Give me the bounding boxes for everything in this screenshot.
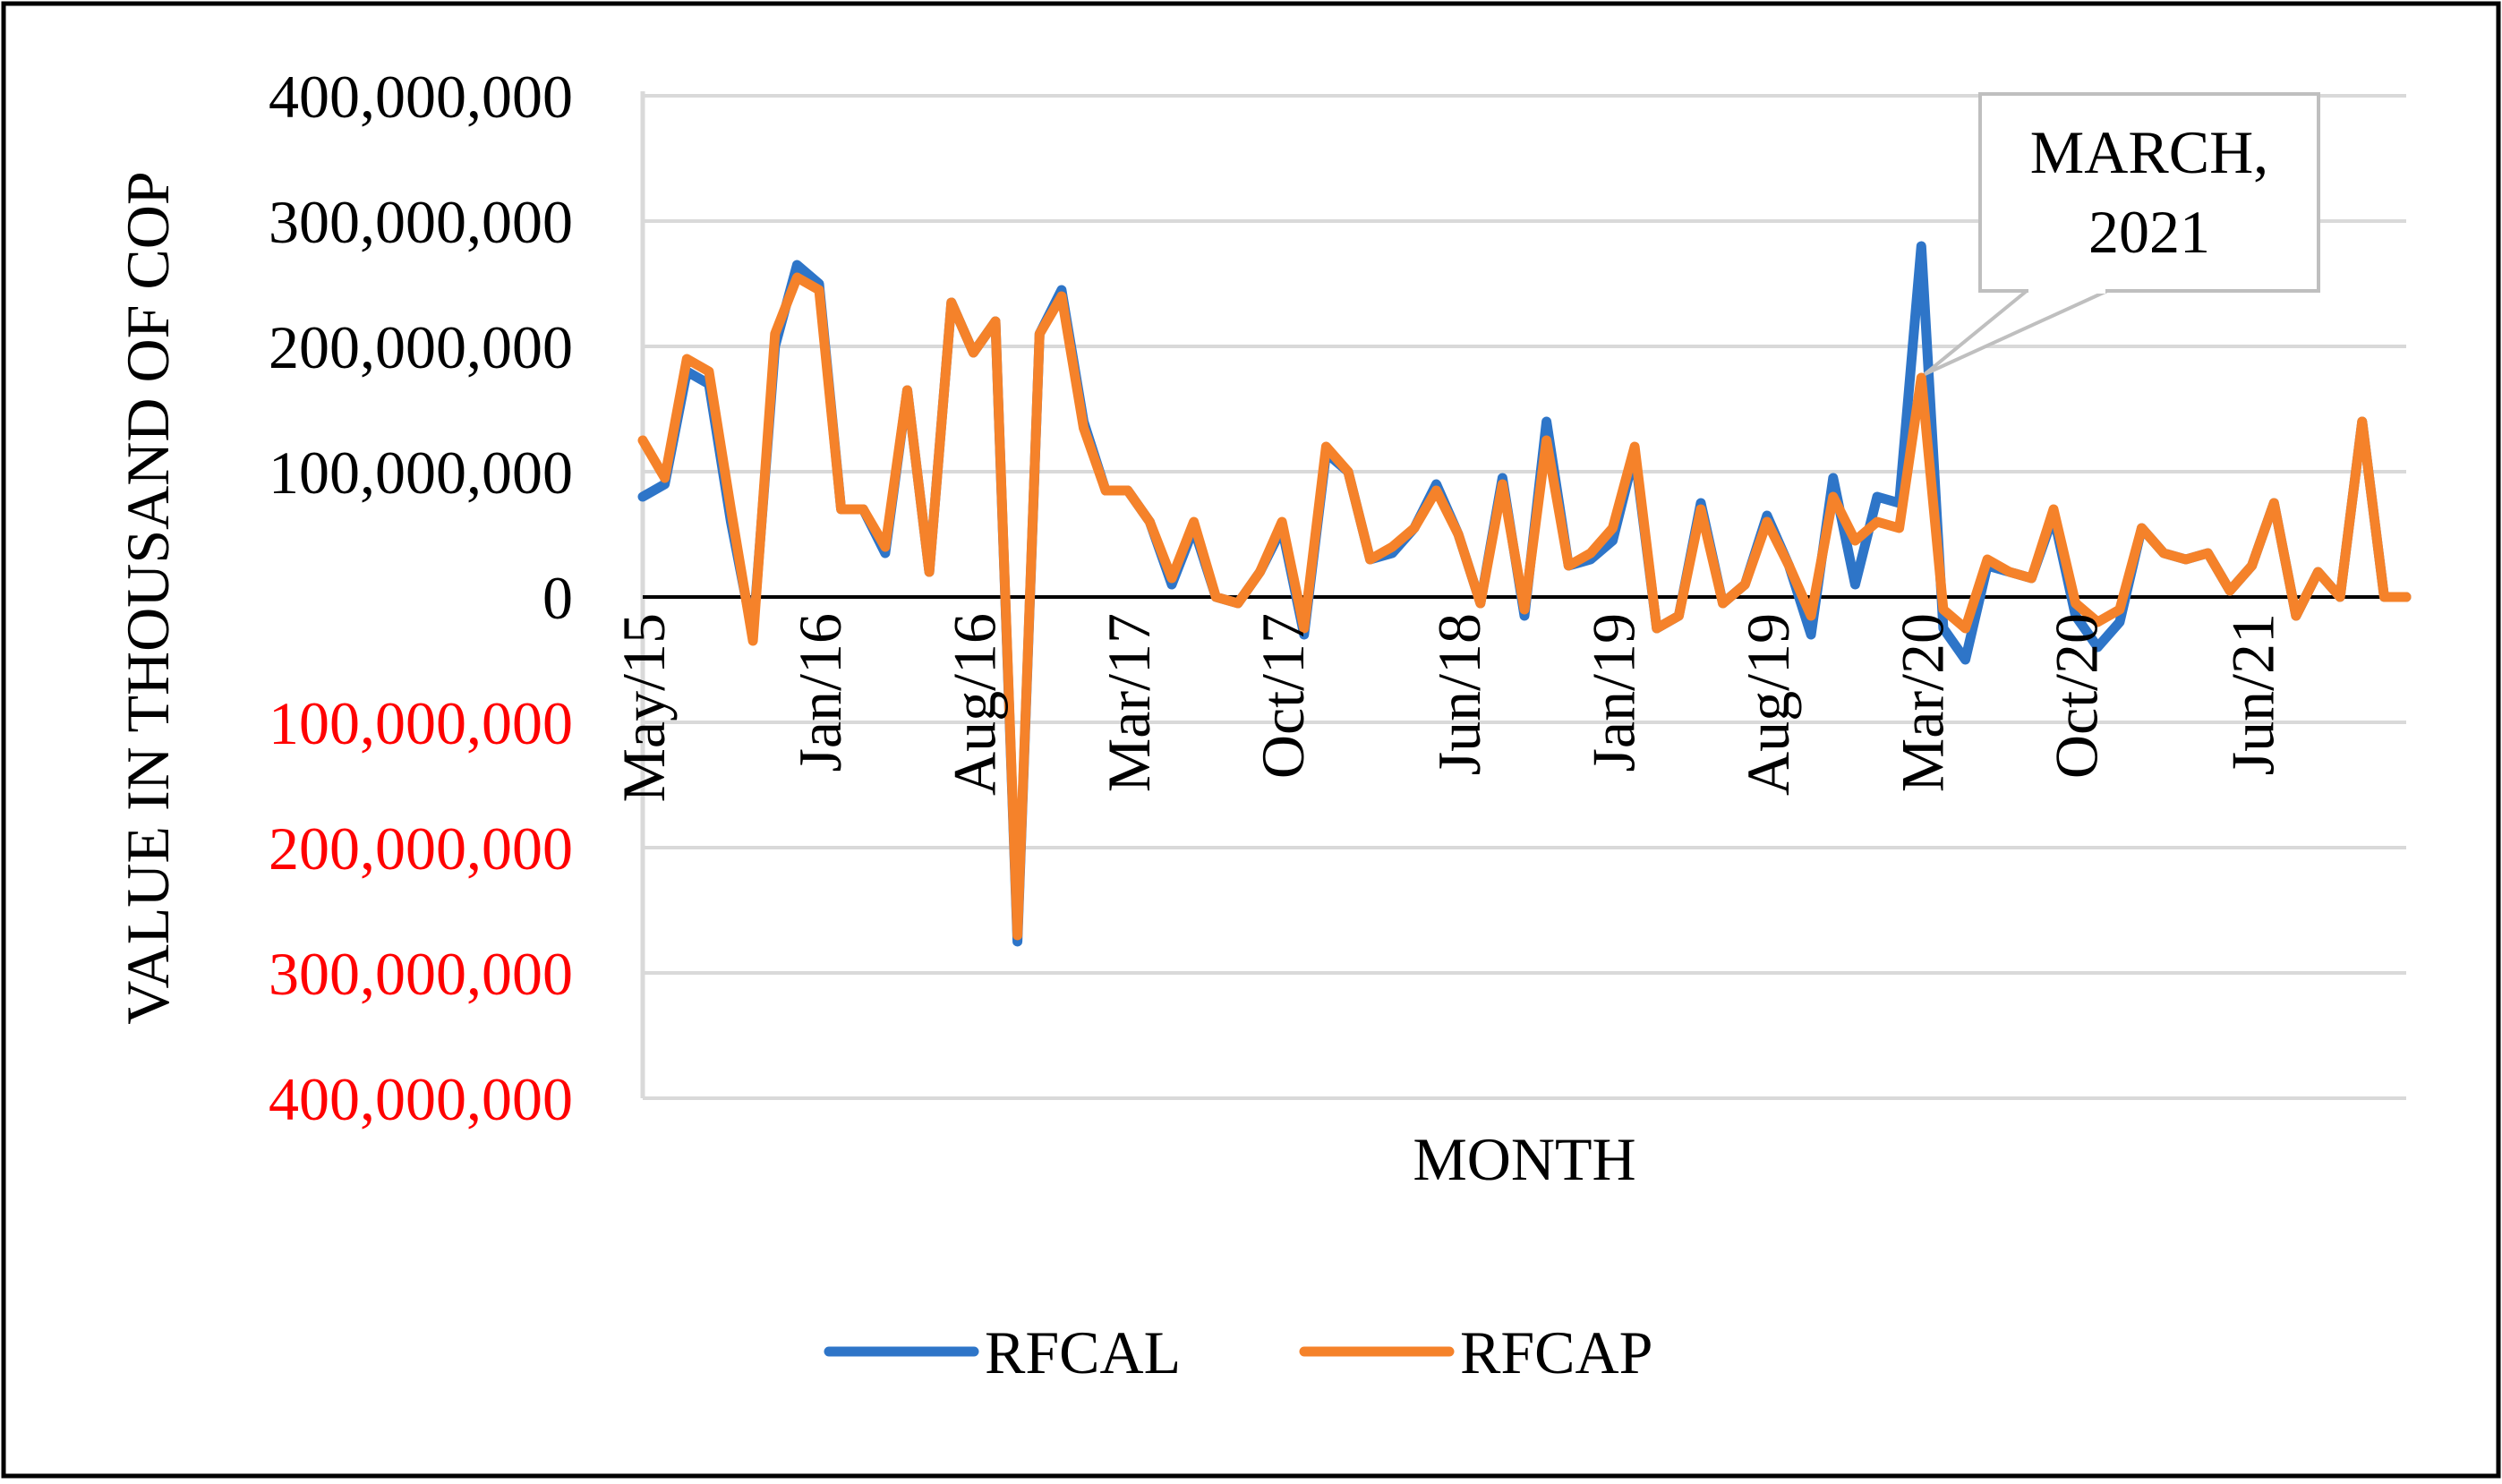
- x-tick-label: Mar/17: [1095, 613, 1163, 792]
- callout-text-line1: MARCH,: [2030, 118, 2268, 186]
- x-tick-label: Aug/19: [1734, 613, 1802, 796]
- y-tick-label: 300,000,000: [269, 188, 573, 256]
- legend-label-rfcal: RFCAL: [985, 1318, 1181, 1386]
- x-tick-label: Jan/19: [1580, 613, 1648, 772]
- series-lines: [637, 241, 2412, 947]
- y-tick-label: 100,000,000: [269, 439, 573, 507]
- callout-box: [1978, 92, 2320, 293]
- y-tick-label: 0: [542, 564, 573, 632]
- y-tick-label: 400,000,000: [269, 1065, 573, 1133]
- y-axis-title: VALUE IN THOUSAND OF COP: [114, 171, 182, 1024]
- x-tick-label: Oct/17: [1249, 613, 1317, 779]
- x-tick-label: Jun/21: [2219, 613, 2287, 775]
- y-tick-label: 300,000,000: [269, 940, 573, 1008]
- legend-label-rfcap: RFCAP: [1460, 1318, 1652, 1386]
- x-tick-label: May/15: [610, 613, 678, 803]
- callout-pointer: [1923, 289, 2108, 376]
- y-tick-label: 200,000,000: [269, 313, 573, 381]
- x-axis-title: MONTH: [1413, 1125, 1635, 1193]
- y-tick-label: 100,000,000: [269, 689, 573, 757]
- y-tick-label: 200,000,000: [269, 814, 573, 883]
- x-tick-label: Aug/16: [940, 613, 1008, 796]
- x-tick-label: Oct/20: [2043, 613, 2111, 779]
- x-tick-label: Jun/18: [1425, 613, 1493, 775]
- series-line-rfcap: [637, 272, 2412, 941]
- axis-labels: 400,000,000 300,000,000 200,000,000 100,000…: [114, 63, 2287, 1193]
- callout-text-line2: 2021: [2088, 198, 2210, 266]
- y-tick-label: 400,000,000: [269, 63, 573, 131]
- x-tick-label: Mar/20: [1888, 613, 1956, 792]
- legend: RFCAL RFCAP: [824, 1318, 1652, 1386]
- annotation-callout: MARCH, 2021: [1923, 92, 2320, 376]
- x-tick-label: Jan/16: [786, 613, 854, 772]
